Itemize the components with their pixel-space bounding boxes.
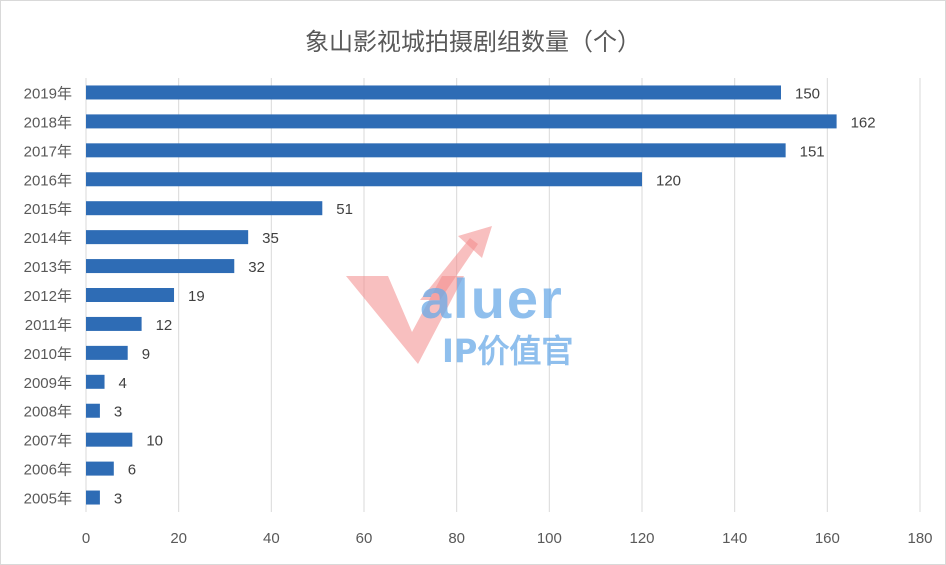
value-label: 12 xyxy=(156,317,173,334)
category-label: 2019年 xyxy=(24,85,72,102)
bar xyxy=(86,201,323,216)
x-tick-label: 0 xyxy=(82,530,90,547)
category-label: 2009年 xyxy=(24,375,72,392)
watermark-arrow-shaft xyxy=(420,238,478,300)
bar xyxy=(86,85,781,100)
bar xyxy=(86,374,105,389)
value-label: 3 xyxy=(114,404,122,421)
bar xyxy=(86,288,175,302)
value-label: 4 xyxy=(119,375,127,392)
value-label: 3 xyxy=(114,491,122,508)
value-label: 51 xyxy=(336,201,353,218)
x-tick-label: 120 xyxy=(629,530,654,547)
value-label: 120 xyxy=(656,172,681,189)
category-label: 2008年 xyxy=(24,404,72,421)
bar xyxy=(86,490,100,505)
value-label: 19 xyxy=(188,288,205,305)
watermark-logo: aluer IP价值官 xyxy=(346,226,573,370)
x-tick-label: 160 xyxy=(815,530,840,547)
bar xyxy=(86,316,142,331)
bar xyxy=(86,461,114,476)
value-label: 35 xyxy=(262,230,279,247)
category-label: 2013年 xyxy=(24,259,72,276)
bar xyxy=(86,345,128,360)
bars-layer xyxy=(86,85,837,505)
value-label: 162 xyxy=(851,114,876,131)
chart-title: 象山影视城拍摄剧组数量（个） xyxy=(305,28,641,56)
category-label: 2006年 xyxy=(24,462,72,479)
category-label: 2017年 xyxy=(24,143,72,160)
bar xyxy=(86,403,100,418)
bar xyxy=(86,432,133,447)
watermark-arrow-head xyxy=(458,226,492,258)
x-tick-label: 100 xyxy=(537,530,562,547)
x-tick-label: 20 xyxy=(170,530,187,547)
category-label: 2016年 xyxy=(24,172,72,189)
category-label: 2012年 xyxy=(24,288,72,305)
watermark-word: aluer xyxy=(420,267,564,330)
category-label: 2005年 xyxy=(24,491,72,508)
bar xyxy=(86,172,642,187)
category-labels: 2019年 2018年 2017年 2016年 2015年 2014年 2013年 2012年… xyxy=(24,85,72,507)
category-label: 2010年 xyxy=(24,346,72,363)
bar xyxy=(86,143,786,158)
watermark-subtext: IP价值官 xyxy=(442,332,573,370)
x-tick-label: 180 xyxy=(907,530,932,547)
category-label: 2011年 xyxy=(25,317,72,334)
category-label: 2014年 xyxy=(24,230,72,247)
x-tick-label: 140 xyxy=(722,530,747,547)
x-tick-label: 40 xyxy=(263,530,280,547)
x-tick-label: 80 xyxy=(448,530,465,547)
value-label: 9 xyxy=(142,346,150,363)
category-label: 2007年 xyxy=(24,433,72,450)
category-label: 2015年 xyxy=(24,201,72,218)
bar xyxy=(86,259,235,274)
value-label: 32 xyxy=(248,259,265,276)
value-label: 10 xyxy=(146,433,163,450)
category-label: 2018年 xyxy=(24,114,72,131)
value-label: 6 xyxy=(128,462,136,479)
x-tick-labels: 0 20 40 60 80 100 120 140 160 180 xyxy=(82,530,933,547)
value-label: 151 xyxy=(800,143,825,160)
x-tick-label: 60 xyxy=(356,530,373,547)
bar xyxy=(86,114,837,129)
bar xyxy=(86,230,249,245)
value-label: 150 xyxy=(795,85,820,102)
